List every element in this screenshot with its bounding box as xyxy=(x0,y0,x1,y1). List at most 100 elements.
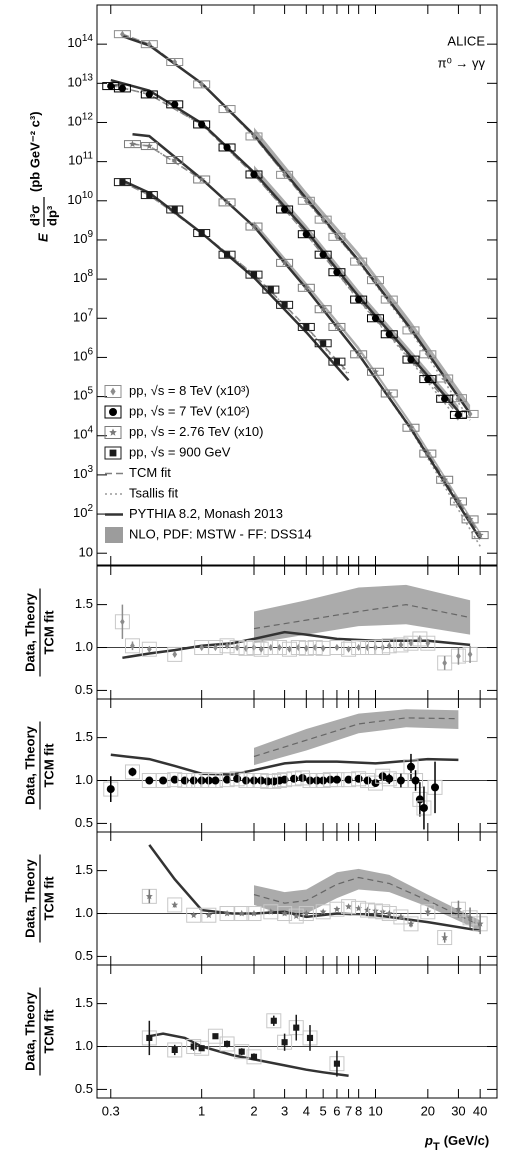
data-point xyxy=(171,156,179,163)
data-point xyxy=(298,773,307,782)
syst-box xyxy=(253,641,269,657)
data-point xyxy=(334,643,340,652)
syst-box xyxy=(381,771,397,787)
y-tick-label: 105 xyxy=(73,385,93,403)
data-point xyxy=(281,909,288,917)
data-point xyxy=(145,776,154,785)
syst-box xyxy=(245,270,263,279)
x-tick-label: 3 xyxy=(281,1103,288,1118)
data-point xyxy=(120,30,125,38)
syst-box xyxy=(403,635,419,651)
data-point xyxy=(268,643,274,652)
data-point xyxy=(224,105,230,113)
data-point xyxy=(332,775,341,784)
data-point xyxy=(320,340,327,347)
syst-box xyxy=(403,916,419,932)
data-point xyxy=(424,375,432,383)
data-point xyxy=(281,1039,288,1046)
nlo-center xyxy=(253,717,459,758)
y-title-den: TCM fit xyxy=(41,1009,56,1054)
data-point xyxy=(223,909,231,917)
syst-box xyxy=(328,322,346,331)
y-tick-label: 0.5 xyxy=(75,1081,93,1096)
data-point xyxy=(419,803,428,812)
legend-label: pp, √s = 2.76 TeV (x10) xyxy=(129,424,263,439)
y-title-den: TCM fit xyxy=(41,876,56,921)
syst-box xyxy=(166,205,184,214)
x-tick-label: 20 xyxy=(421,1103,435,1118)
data-point xyxy=(406,762,415,771)
legend-box xyxy=(104,446,122,460)
pythia-line xyxy=(149,1032,349,1077)
syst-box xyxy=(420,635,436,651)
data-point xyxy=(190,1043,197,1050)
data-point xyxy=(290,774,299,783)
data-point xyxy=(107,82,115,90)
syst-box xyxy=(380,389,398,398)
syst-box xyxy=(288,908,304,924)
data-point xyxy=(356,643,361,652)
data-point xyxy=(454,411,463,419)
nlo-center xyxy=(253,876,481,927)
data-point xyxy=(180,776,189,785)
data-point xyxy=(408,326,414,334)
y-tick-label: 0.5 xyxy=(75,815,93,830)
data-point xyxy=(147,40,152,48)
syst-box xyxy=(124,764,140,780)
y-title-num: Data, Theory xyxy=(22,991,37,1071)
y-tick-label: 102 xyxy=(73,503,93,521)
syst-box xyxy=(229,640,245,656)
annotation: ALICE xyxy=(447,33,485,48)
data-point xyxy=(242,776,251,785)
syst-box xyxy=(201,907,217,923)
data-point xyxy=(243,644,249,652)
data-point xyxy=(397,913,405,920)
data-point xyxy=(171,1046,178,1054)
syst-box xyxy=(219,638,235,654)
data-point xyxy=(344,775,353,784)
x-tick-label: 1 xyxy=(198,1103,205,1118)
data-point xyxy=(355,350,363,358)
y-tick-label: 104 xyxy=(73,424,93,442)
y-tick-label: 1010 xyxy=(67,189,93,207)
data-point xyxy=(312,643,318,652)
x-tick-label: 30 xyxy=(451,1103,465,1118)
fit-line xyxy=(122,33,471,415)
syst-box xyxy=(420,904,436,920)
syst-box xyxy=(314,339,332,348)
syst-box xyxy=(298,640,314,656)
data-point xyxy=(466,914,474,921)
y-title-num: d³σ xyxy=(27,205,42,226)
data-point xyxy=(319,908,327,915)
data-point xyxy=(320,216,326,224)
nlo-band xyxy=(254,165,459,411)
y-axis-title: Data, Theory TCM fit xyxy=(22,987,56,1076)
data-point xyxy=(476,531,484,538)
data-point xyxy=(476,920,484,927)
data-point xyxy=(250,1053,258,1060)
data-point xyxy=(211,776,220,785)
y-axis-title: Data, Theory TCM fit xyxy=(22,588,56,677)
syst-box xyxy=(207,1028,223,1044)
data-point xyxy=(425,639,431,647)
legend-marker xyxy=(109,449,117,457)
syst-box xyxy=(329,772,345,788)
x-title-p: p xyxy=(424,1133,433,1148)
syst-box xyxy=(351,900,367,916)
syst-box xyxy=(167,1042,183,1058)
y-title-den: TCM fit xyxy=(41,610,56,655)
data-point xyxy=(281,301,288,308)
data-point xyxy=(319,251,327,259)
data-point xyxy=(333,905,341,913)
syst-box xyxy=(141,888,157,904)
data-point xyxy=(234,643,240,652)
nlo-band xyxy=(254,868,481,931)
data-point xyxy=(386,296,392,304)
data-point xyxy=(424,450,432,457)
y-tick-label: 1.5 xyxy=(75,729,93,744)
y-tick-label: 1.0 xyxy=(75,772,93,787)
syst-box xyxy=(246,906,262,922)
data-point xyxy=(198,229,205,237)
syst-box xyxy=(437,930,453,946)
legend-label: PYTHIA 8.2, Monash 2013 xyxy=(129,506,283,521)
